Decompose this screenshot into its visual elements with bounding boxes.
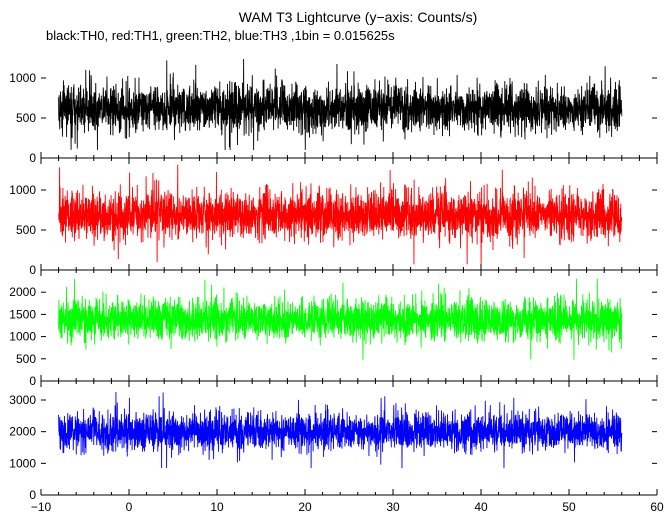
panel-th0: 0 500 1000 (9, 59, 658, 165)
x-tick-label: 60 (650, 500, 664, 514)
y-tick-label-th1: 500 (16, 223, 36, 237)
x-tick-label: 30 (386, 500, 400, 514)
series-line-th2 (58, 278, 623, 360)
x-tick-label: 0 (126, 500, 133, 514)
y-tick-label-th2: 1500 (9, 307, 36, 321)
y-tick-label-th3: 1000 (9, 456, 36, 470)
y-tick-label-th2: 1000 (9, 330, 36, 344)
y-tick-label-th3: 3000 (9, 393, 36, 407)
y-tick-label-th3: 2000 (9, 425, 36, 439)
y-tick-label-th3: 0 (29, 488, 36, 502)
y-tick-label-th2: 500 (16, 352, 36, 366)
y-tick-label-th0: 1000 (9, 71, 36, 85)
panel-th1: 0 500 1000 (9, 158, 658, 277)
series-line-th3 (58, 392, 623, 469)
chart-title: WAM T3 Lightcurve (y−axis: Counts/s) (239, 9, 477, 25)
x-tick-label: 40 (474, 500, 488, 514)
x-tick-label: −10 (31, 500, 52, 514)
chart-subtitle: black:TH0, red:TH1, green:TH2, blue:TH3 … (46, 28, 395, 43)
x-tick-label: 20 (298, 500, 312, 514)
y-tick-label-th2: 0 (29, 374, 36, 388)
x-tick-label: 10 (210, 500, 224, 514)
series-line-th1 (58, 164, 623, 265)
y-tick-label-th2: 2000 (9, 285, 36, 299)
x-tick-label: 50 (562, 500, 576, 514)
y-tick-label-th1: 0 (29, 263, 36, 277)
y-tick-label-th0: 0 (29, 151, 36, 165)
series-line-th0 (58, 59, 623, 151)
x-axis: −10 0 10 20 30 40 50 60 (31, 500, 664, 514)
y-tick-label-th1: 1000 (9, 183, 36, 197)
y-tick-label-th0: 500 (16, 111, 36, 125)
panel-th2: 0 500 1000 1500 2000 (9, 270, 658, 388)
panel-th3: 0 1000 2000 3000 (9, 381, 658, 502)
panels-group: 0 500 1000 0 500 1000 0 500 1000 1500 2000 0 1000 200… (9, 59, 658, 502)
